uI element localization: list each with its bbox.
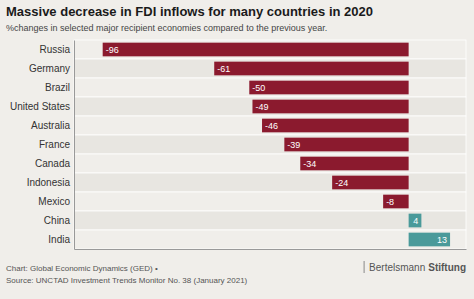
bar	[103, 43, 409, 57]
y-tick-label: United States	[10, 101, 70, 112]
row-band	[74, 97, 466, 116]
bar	[252, 100, 408, 114]
bar	[409, 233, 450, 247]
data-label: -61	[217, 64, 230, 74]
data-label: -34	[303, 159, 316, 169]
data-label: -24	[335, 178, 348, 188]
y-tick: China	[44, 215, 74, 226]
data-label: -96	[106, 45, 119, 55]
chart: Massive decrease in FDI inflows for many…	[0, 0, 474, 299]
y-tick-label: Indonesia	[27, 177, 71, 188]
bars	[103, 43, 450, 247]
y-tick-label: Brazil	[45, 82, 70, 93]
y-tick-label: Australia	[31, 120, 70, 131]
data-label: -50	[252, 83, 265, 93]
row-band	[74, 192, 466, 211]
row-band	[74, 40, 466, 59]
y-axis-line	[74, 41, 75, 250]
bar	[284, 138, 408, 152]
title: Massive decrease in FDI inflows for many…	[6, 4, 373, 19]
y-tick-label: Canada	[35, 158, 70, 169]
y-tick-label: India	[48, 234, 70, 245]
y-tick: Brazil	[45, 82, 74, 93]
bar	[383, 195, 408, 209]
y-tick-label: Germany	[29, 63, 70, 74]
data-label: -49	[255, 102, 268, 112]
data-label: 4	[413, 216, 418, 226]
y-tick: Canada	[35, 158, 74, 169]
row-band	[74, 59, 466, 78]
bar	[300, 157, 408, 171]
bar	[249, 81, 408, 95]
row-band	[74, 78, 466, 97]
footer: Chart: Global Economic Dynamics (GED) •	[6, 264, 158, 273]
logo-separator	[364, 261, 365, 273]
subtitle: %changes in selected major recipient eco…	[6, 23, 327, 33]
y-tick-label: Russia	[39, 44, 70, 55]
row-band	[74, 211, 466, 230]
row-band	[74, 230, 466, 249]
y-tick: United States	[10, 101, 74, 112]
background	[0, 0, 474, 299]
row-band	[74, 154, 466, 173]
y-tick-label: France	[39, 139, 71, 150]
y-tick: Indonesia	[27, 177, 74, 188]
y-tick: Australia	[31, 120, 74, 131]
y-tick-label: Mexico	[38, 196, 70, 207]
footer: Source: UNCTAD Investment Trends Monitor…	[6, 276, 248, 285]
logo-text: Stiftung	[428, 262, 466, 273]
y-tick: Russia	[39, 44, 74, 55]
row-band	[74, 116, 466, 135]
x-axis-line	[75, 249, 467, 250]
data-label: 13	[437, 235, 447, 245]
y-tick-label: China	[44, 215, 71, 226]
bar	[214, 62, 408, 76]
row-band	[74, 173, 466, 192]
bar	[409, 214, 422, 228]
bar	[332, 176, 408, 190]
logo-text: Bertelsmann	[369, 262, 425, 273]
row-bands	[74, 40, 466, 249]
y-tick: Mexico	[38, 196, 74, 207]
y-axis: Russia Germany Brazil United States Australi…	[10, 41, 75, 250]
data-label: -8	[386, 197, 394, 207]
y-tick: Germany	[29, 63, 74, 74]
x-axis	[75, 249, 467, 250]
data-label: -39	[287, 140, 300, 150]
data-label: -46	[265, 121, 278, 131]
y-tick: France	[39, 139, 74, 150]
bar	[262, 119, 409, 133]
data-labels: -96 -61 -50 -49 -46 -39-34 -24 -8 4 13	[106, 45, 447, 245]
y-tick: India	[48, 234, 74, 245]
row-band	[74, 135, 466, 154]
